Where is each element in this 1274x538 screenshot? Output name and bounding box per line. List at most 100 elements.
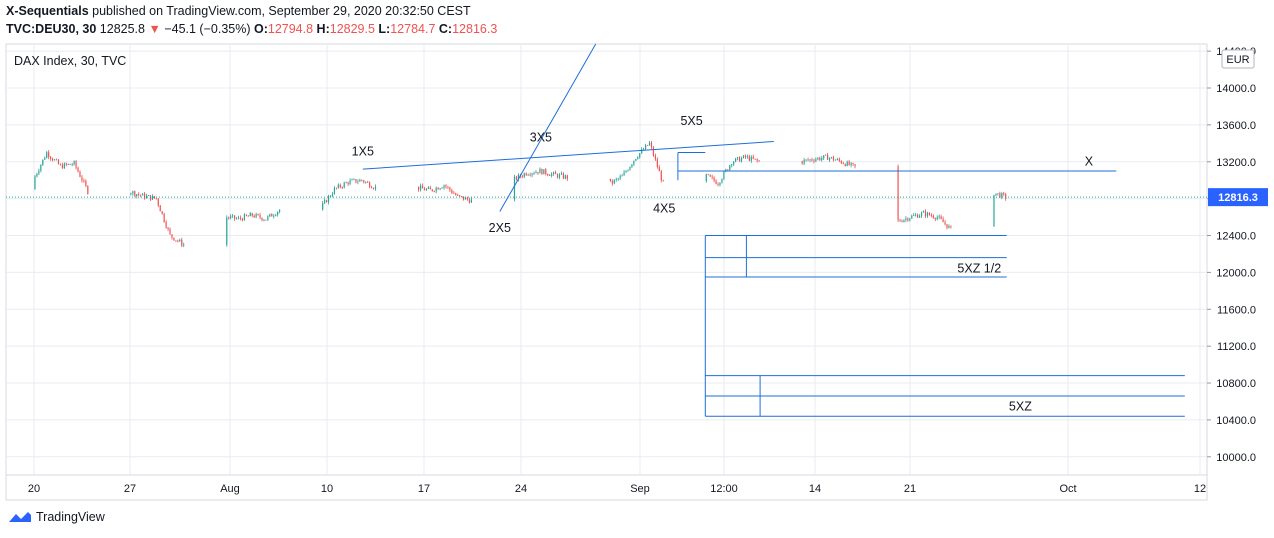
grid-lines (6, 44, 1207, 475)
candle-body (1001, 193, 1003, 198)
candle-body (271, 214, 273, 217)
candle-body (279, 209, 281, 212)
candle-body (277, 211, 279, 215)
currency-label: EUR (1226, 54, 1249, 66)
candle-body (825, 154, 827, 156)
candle-body (453, 193, 455, 194)
candle-body (733, 161, 735, 165)
footer: TradingView (8, 510, 105, 524)
annotation-label: 2X5 (489, 221, 511, 235)
candle-body (447, 186, 449, 188)
candle-body (547, 174, 549, 176)
candle-body (639, 153, 641, 158)
candle-body (130, 193, 132, 195)
y-tick-label: 14000.0 (1216, 83, 1256, 95)
candle-body (553, 172, 555, 174)
candle-body (251, 213, 253, 216)
candle-body (324, 200, 326, 204)
candle-body (257, 214, 259, 215)
candle-body (461, 196, 463, 197)
x-tick-label: 14 (809, 483, 821, 495)
candle-body (633, 160, 635, 165)
candle-body (269, 214, 271, 217)
candle-body (654, 155, 656, 160)
candle-body (46, 152, 48, 158)
candle-body (155, 198, 157, 200)
candle-body (997, 193, 999, 195)
candle-body (635, 158, 637, 161)
candle-body (163, 213, 165, 222)
candle-body (750, 156, 752, 161)
candle-body (721, 179, 723, 183)
candle-body (71, 164, 73, 166)
candle-body (805, 159, 807, 161)
y-tick-label: 12400.0 (1216, 231, 1256, 243)
candle-body (445, 185, 447, 187)
candle-body (662, 180, 664, 182)
time-axis[interactable]: 20 27 Aug 10 17 24 Sep 12:00 14 21 Oct 12 (28, 483, 1206, 495)
candle-body (423, 188, 426, 191)
x-tick-label: 12 (1194, 483, 1206, 495)
candle-body (909, 218, 911, 221)
candle-body (738, 157, 741, 162)
candle-body (253, 215, 255, 218)
candle-body (36, 173, 38, 177)
candle-body (183, 244, 185, 246)
candle-body (995, 193, 997, 196)
drawing-tools (362, 43, 1185, 417)
candle-body (48, 152, 50, 158)
candle-body (153, 196, 155, 199)
candle-body (723, 171, 725, 180)
price-axis[interactable]: 14400.014000.013600.013200.012800.012400… (1207, 46, 1256, 464)
candle-body (83, 180, 85, 182)
candle-body (652, 147, 655, 156)
candle-body (417, 186, 420, 190)
candle-body (425, 188, 428, 191)
candle-body (226, 217, 228, 245)
candle-body (245, 214, 247, 216)
candle-body (629, 166, 631, 171)
candle-body (811, 159, 813, 161)
candle-body (179, 239, 181, 242)
candle-body (263, 219, 265, 221)
candle-body (934, 218, 936, 220)
candle-body (823, 155, 825, 159)
open-value: 12794.8 (267, 22, 314, 36)
candle-body (643, 149, 645, 151)
candle-body (451, 190, 453, 194)
candle-body (840, 160, 842, 164)
candle-body (905, 218, 907, 220)
candle-body (439, 188, 441, 190)
candle-body (646, 145, 649, 146)
candle-body (930, 215, 932, 216)
author-name[interactable]: X-Sequentials (6, 4, 89, 18)
candle-body (549, 175, 551, 176)
candle-body (656, 159, 658, 168)
candle-body (899, 220, 901, 222)
candle-body (427, 187, 429, 189)
candle-body (830, 157, 833, 158)
down-arrow-icon: ▼ (148, 22, 161, 36)
currency-button[interactable]: EUR (1221, 49, 1255, 69)
candle-body (325, 200, 328, 203)
tradingview-logo-icon[interactable] (8, 510, 32, 524)
candle-body (443, 185, 445, 188)
candle-body (327, 196, 330, 203)
candle-body (942, 218, 944, 223)
footer-brand[interactable]: TradingView (36, 510, 105, 524)
candle-body (372, 188, 375, 190)
low-label: L: (378, 22, 391, 36)
candle-body (533, 173, 535, 175)
candle-body (435, 187, 437, 192)
open-label: O: (253, 22, 268, 36)
candle-body (946, 224, 948, 228)
candle-body (711, 176, 713, 178)
candle-body (736, 157, 739, 159)
candle-body (371, 187, 373, 189)
annotation-label: X (1085, 154, 1094, 168)
candle-body (457, 195, 459, 196)
candle-body (539, 168, 541, 174)
candle-body (159, 205, 161, 212)
candle-body (551, 173, 553, 176)
